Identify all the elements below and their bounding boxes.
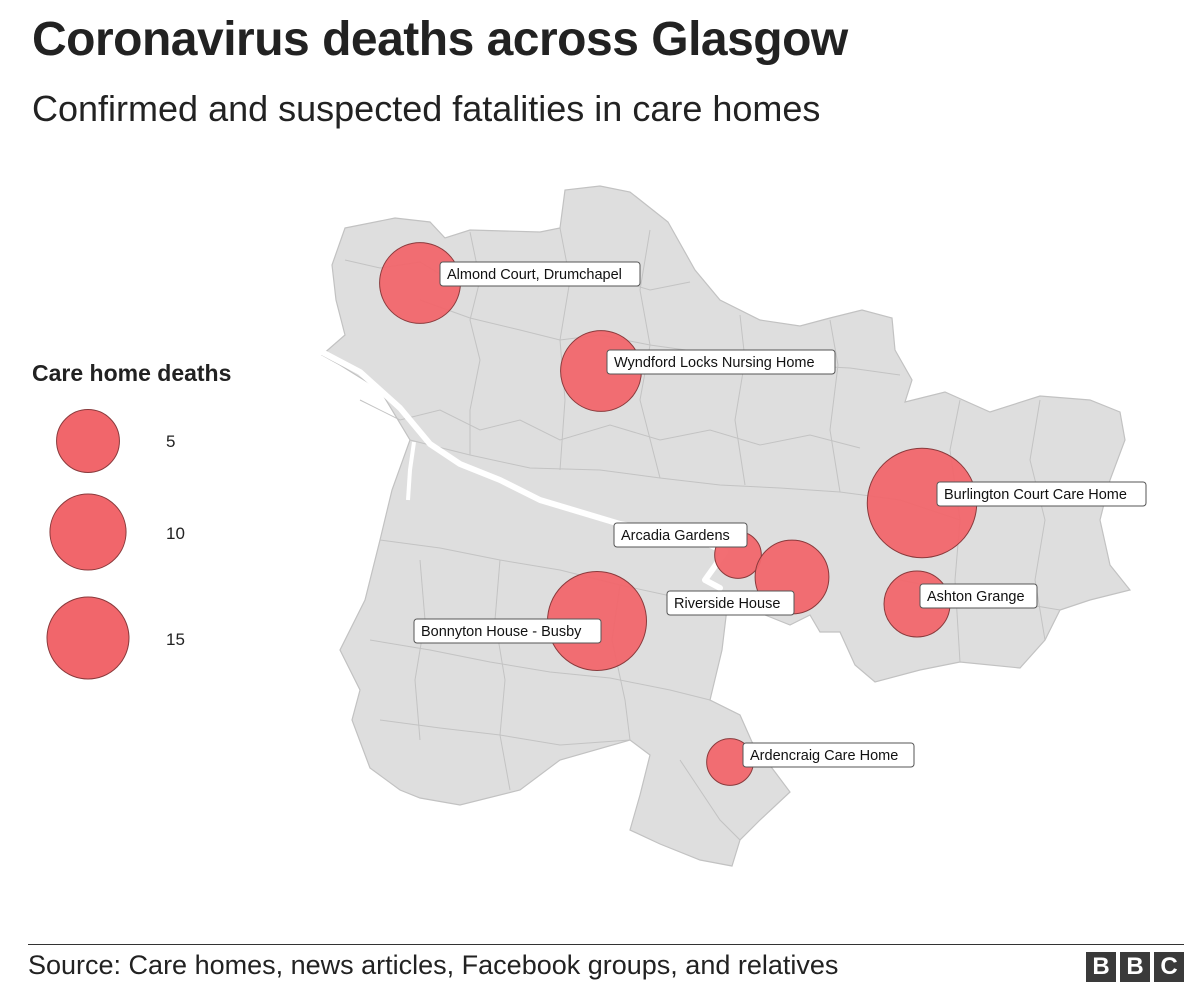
label-box <box>742 742 915 768</box>
dock-inlet <box>406 441 416 501</box>
legend-label-15: 15 <box>166 630 185 649</box>
care-home-label: Riverside House <box>666 590 795 616</box>
bbc-logo-c: C <box>1154 952 1184 982</box>
legend-circle-15 <box>46 596 130 680</box>
label-text: Bonnyton House - Busby <box>421 624 582 640</box>
label-box <box>613 522 748 548</box>
label-text: Burlington Court Care Home <box>944 487 1127 503</box>
label-box <box>919 583 1038 609</box>
label-box <box>413 618 602 644</box>
chart-title: Coronavirus deaths across Glasgow <box>32 13 848 66</box>
care-home-label: Arcadia Gardens <box>613 522 748 548</box>
care-home-label: Bonnyton House - Busby <box>413 618 602 644</box>
footer-divider <box>28 944 1184 945</box>
label-text: Almond Court, Drumchapel <box>447 267 622 283</box>
legend-circle-5 <box>56 409 120 473</box>
source-note: Source: Care homes, news articles, Faceb… <box>28 950 839 980</box>
care-home-label: Burlington Court Care Home <box>936 481 1147 507</box>
legend-label-5: 5 <box>166 432 176 451</box>
legend-circle-10 <box>49 493 127 571</box>
bbc-logo-b2: B <box>1120 952 1150 982</box>
bbc-logo-b1: B <box>1086 952 1116 982</box>
legend-label-10: 10 <box>166 524 185 543</box>
label-layer: Almond Court, Drumchapel Wyndford Locks N… <box>413 261 1147 768</box>
legend-circles <box>46 409 130 680</box>
label-text: Wyndford Locks Nursing Home <box>614 355 815 371</box>
label-box <box>606 349 836 375</box>
legend-title: Care home deaths <box>32 360 232 386</box>
care-home-label: Wyndford Locks Nursing Home <box>606 349 836 375</box>
care-home-label: Almond Court, Drumchapel <box>439 261 641 287</box>
label-box <box>666 590 795 616</box>
glasgow-map: Almond Court, Drumchapel Wyndford Locks N… <box>46 185 1147 867</box>
label-text: Ashton Grange <box>927 589 1025 605</box>
label-box <box>439 261 641 287</box>
care-home-label: Ardencraig Care Home <box>742 742 915 768</box>
label-box <box>936 481 1147 507</box>
chart-subtitle: Confirmed and suspected fatalities in ca… <box>32 88 821 129</box>
label-text: Arcadia Gardens <box>621 528 730 544</box>
label-text: Riverside House <box>674 596 780 612</box>
label-text: Ardencraig Care Home <box>750 748 898 764</box>
care-home-label: Ashton Grange <box>919 583 1038 609</box>
bbc-logo: B B C <box>1086 952 1184 982</box>
